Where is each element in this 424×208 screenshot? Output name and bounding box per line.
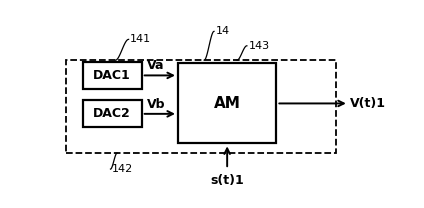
- Bar: [178, 63, 276, 144]
- Bar: [66, 60, 336, 153]
- Text: Va: Va: [147, 59, 164, 72]
- Text: 141: 141: [130, 34, 151, 44]
- Text: 142: 142: [112, 164, 134, 174]
- Text: DAC2: DAC2: [93, 107, 131, 120]
- Text: Vb: Vb: [147, 98, 165, 111]
- Text: 14: 14: [216, 26, 230, 36]
- Text: s(t)1: s(t)1: [210, 174, 244, 187]
- Text: DAC1: DAC1: [93, 69, 131, 82]
- Bar: [83, 100, 142, 128]
- Bar: [83, 62, 142, 89]
- Text: AM: AM: [214, 96, 240, 111]
- Text: V(t)1: V(t)1: [350, 97, 386, 110]
- Text: 143: 143: [248, 41, 270, 51]
